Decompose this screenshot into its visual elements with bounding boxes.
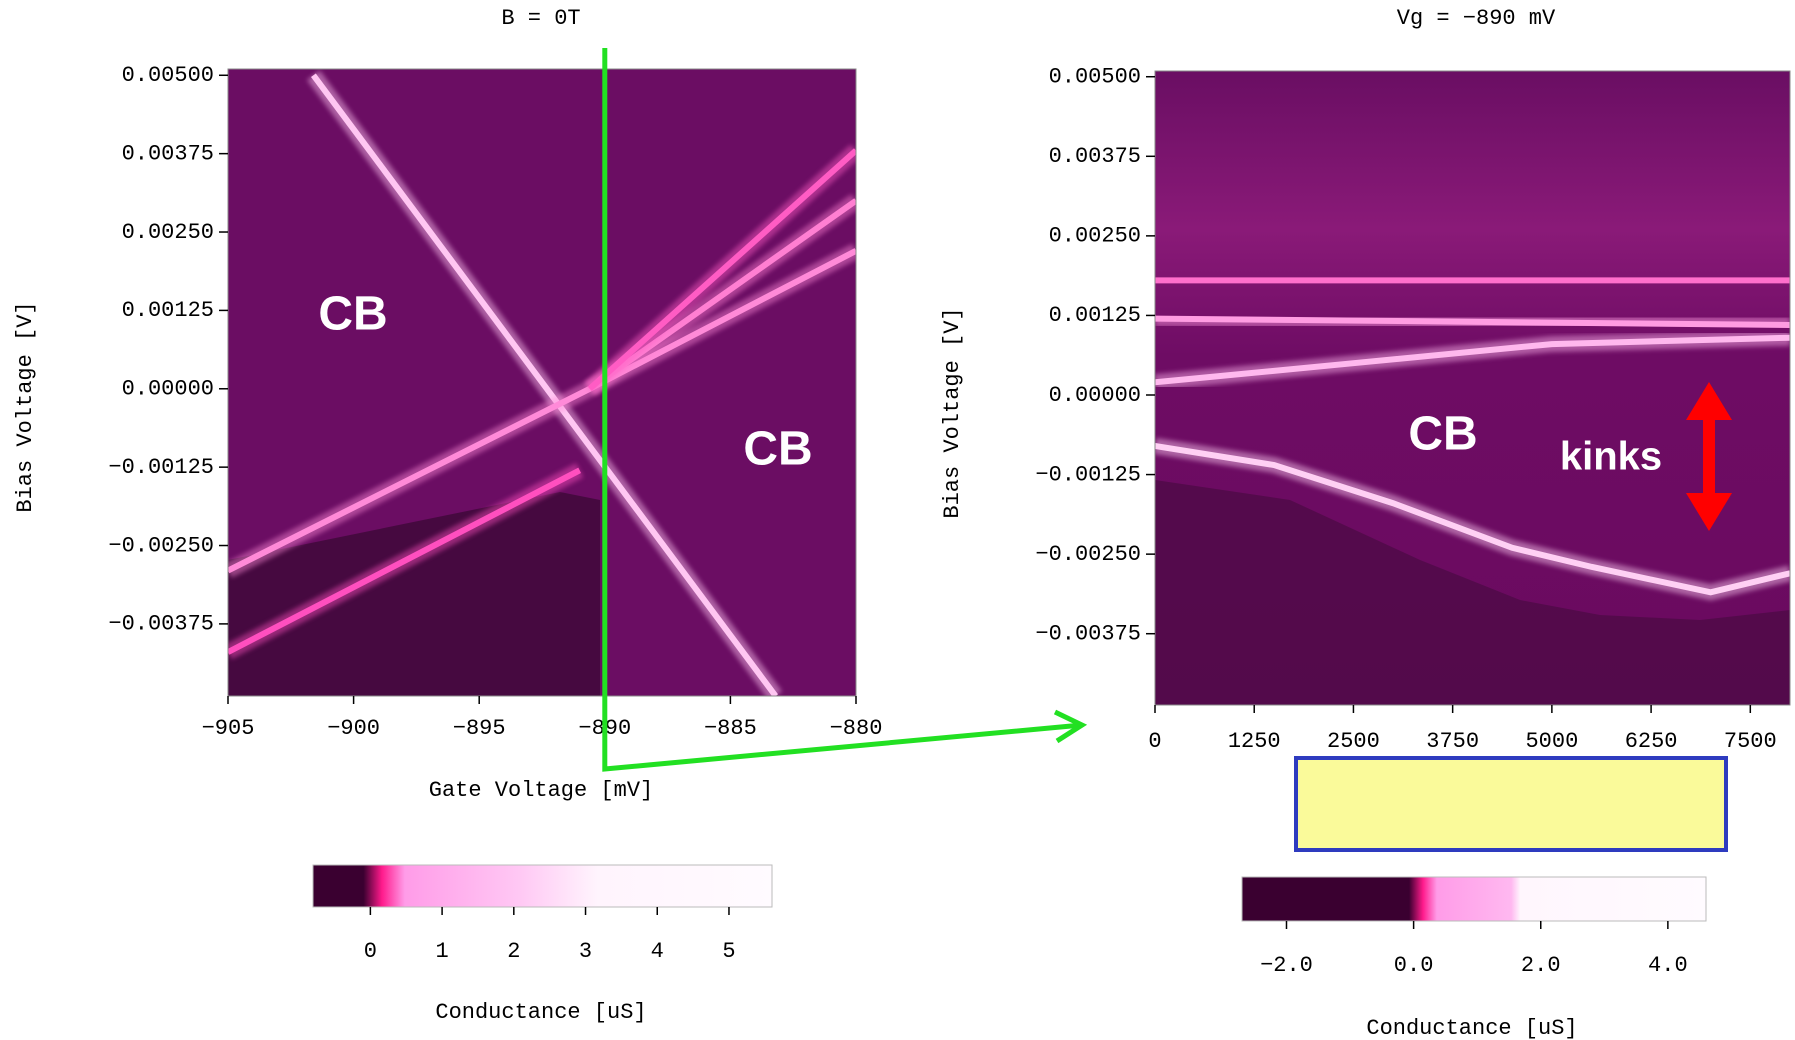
colorbar-label: Conductance [uS] — [1366, 1016, 1577, 1040]
colorbar-tick-label: 4 — [651, 939, 664, 964]
y-tick-label: −0.00125 — [108, 455, 214, 480]
y-tick-label: −0.00375 — [1035, 622, 1141, 647]
x-tick-label: 7500 — [1724, 729, 1777, 754]
colorbar — [1242, 877, 1706, 921]
y-tick-label: 0.00000 — [1049, 383, 1141, 408]
y-tick-label: 0.00250 — [1049, 224, 1141, 249]
colorbar-tick-label: 4.0 — [1648, 953, 1688, 978]
y-tick-label: −0.00125 — [1035, 462, 1141, 487]
y-tick-label: 0.00125 — [122, 298, 214, 323]
colorbar-tick-label: 0 — [364, 939, 377, 964]
annotation: CB — [743, 423, 812, 476]
colorbar-tick-label: 0.0 — [1394, 953, 1434, 978]
y-tick-label: 0.00375 — [1049, 144, 1141, 169]
y-tick-label: 0.00500 — [122, 63, 214, 88]
y-tick-label: 0.00250 — [122, 220, 214, 245]
chart-title: Vg = −890 mV — [1397, 6, 1556, 31]
x-tick-label: −895 — [453, 716, 506, 741]
y-axis-label: Bias Voltage [V] — [13, 301, 38, 512]
colorbar-tick-label: 1 — [435, 939, 448, 964]
colorbar-tick-label: −2.0 — [1260, 953, 1313, 978]
y-tick-label: −0.00375 — [108, 612, 214, 637]
x-tick-label: 2500 — [1327, 729, 1380, 754]
y-tick-label: 0.00000 — [122, 377, 214, 402]
x-tick-label: 5000 — [1525, 729, 1578, 754]
y-tick-label: 0.00500 — [1049, 65, 1141, 90]
x-tick-label: 3750 — [1426, 729, 1479, 754]
colorbar-tick-label: 3 — [579, 939, 592, 964]
annotation: CB — [1408, 408, 1477, 461]
y-tick-label: 0.00375 — [122, 141, 214, 166]
y-axis-label: Bias Voltage [V] — [940, 307, 965, 518]
x-tick-label: −885 — [704, 716, 757, 741]
x-tick-label: −880 — [830, 716, 883, 741]
charts: −905−900−895−890−885−8800.005000.003750.… — [13, 6, 1790, 1040]
figure: −905−900−895−890−885−8800.005000.003750.… — [0, 0, 1795, 1040]
y-tick-label: 0.00125 — [1049, 303, 1141, 328]
annotation: CB — [318, 288, 387, 341]
x-tick-label: −905 — [202, 716, 255, 741]
colorbar-tick-label: 2 — [507, 939, 520, 964]
annotation: kinks — [1560, 435, 1662, 479]
chart-title: B = 0T — [501, 6, 580, 31]
colorbar-tick-label: 5 — [722, 939, 735, 964]
x-tick-label: 0 — [1148, 729, 1161, 754]
y-tick-label: −0.00250 — [1035, 542, 1141, 567]
x-axis-label: Gate Voltage [mV] — [429, 778, 653, 803]
x-tick-label: 6250 — [1625, 729, 1678, 754]
field-label-box — [1296, 758, 1726, 850]
y-tick-label: −0.00250 — [108, 533, 214, 558]
x-tick-label: −900 — [327, 716, 380, 741]
x-tick-label: 1250 — [1228, 729, 1281, 754]
colorbar — [313, 865, 772, 907]
colorbar-label: Conductance [uS] — [435, 1000, 646, 1025]
colorbar-tick-label: 2.0 — [1521, 953, 1561, 978]
